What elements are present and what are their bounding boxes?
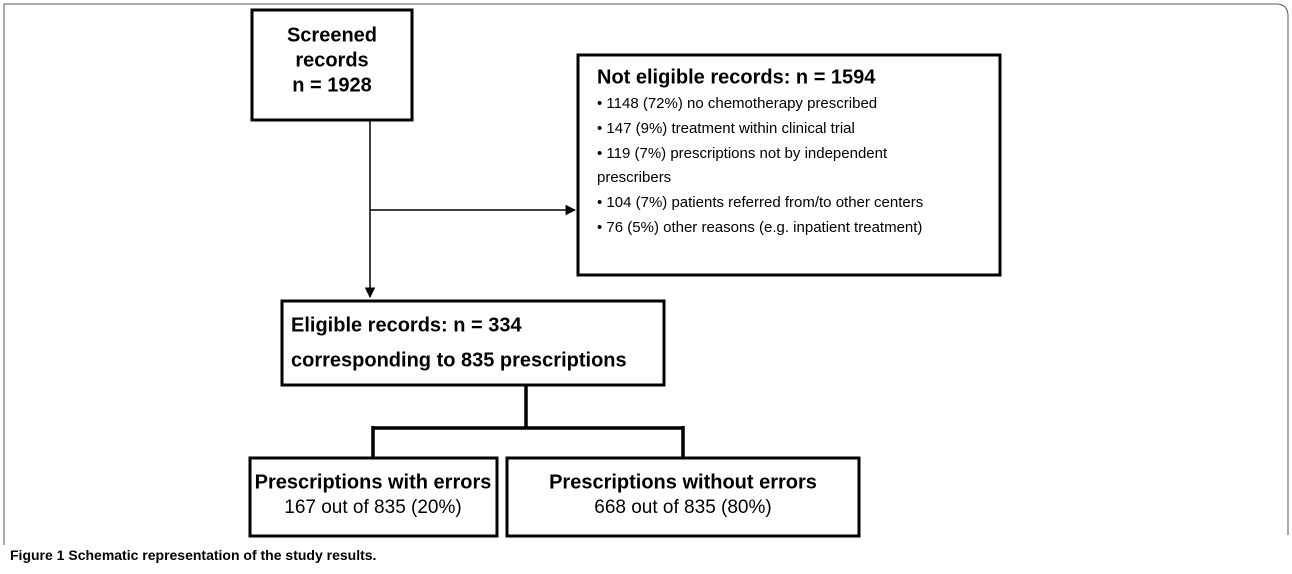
node-box — [248, 456, 499, 538]
node-label: corresponding to 835 prescriptions — [291, 349, 627, 371]
node-detail: 668 out of 835 (80%) — [594, 497, 771, 518]
node-item: prescribers — [597, 169, 671, 186]
node-box — [280, 299, 666, 387]
node-item: • 76 (5%) other reasons (e.g. inpatient … — [597, 219, 922, 236]
node-label: Eligible records: n = 334 — [291, 314, 523, 336]
node-label: Not eligible records: n = 1594 — [597, 66, 876, 88]
node-label: Prescriptions without errors — [549, 471, 817, 493]
node-label: records — [295, 49, 368, 71]
node-item: • 1148 (72%) no chemotherapy prescribed — [597, 95, 877, 112]
connector — [371, 385, 685, 460]
node-label: Screened — [287, 24, 377, 46]
node-item: • 119 (7%) prescriptions not by independ… — [597, 145, 888, 162]
node-box — [250, 8, 414, 122]
node-box — [505, 456, 861, 538]
node-item: • 147 (9%) treatment within clinical tri… — [597, 120, 855, 137]
node-label: Prescriptions with errors — [255, 471, 492, 493]
node-item: • 104 (7%) patients referred from/to oth… — [597, 194, 923, 211]
node-box — [576, 53, 1002, 277]
caption-label: Figure 1 — [10, 547, 65, 563]
node-label: n = 1928 — [292, 74, 372, 96]
caption-text: Schematic representation of the study re… — [68, 547, 376, 563]
caption: Figure 1 Schematic representation of the… — [10, 547, 376, 563]
frame — [3, 3, 1289, 545]
node-detail: 167 out of 835 (20%) — [284, 497, 461, 518]
